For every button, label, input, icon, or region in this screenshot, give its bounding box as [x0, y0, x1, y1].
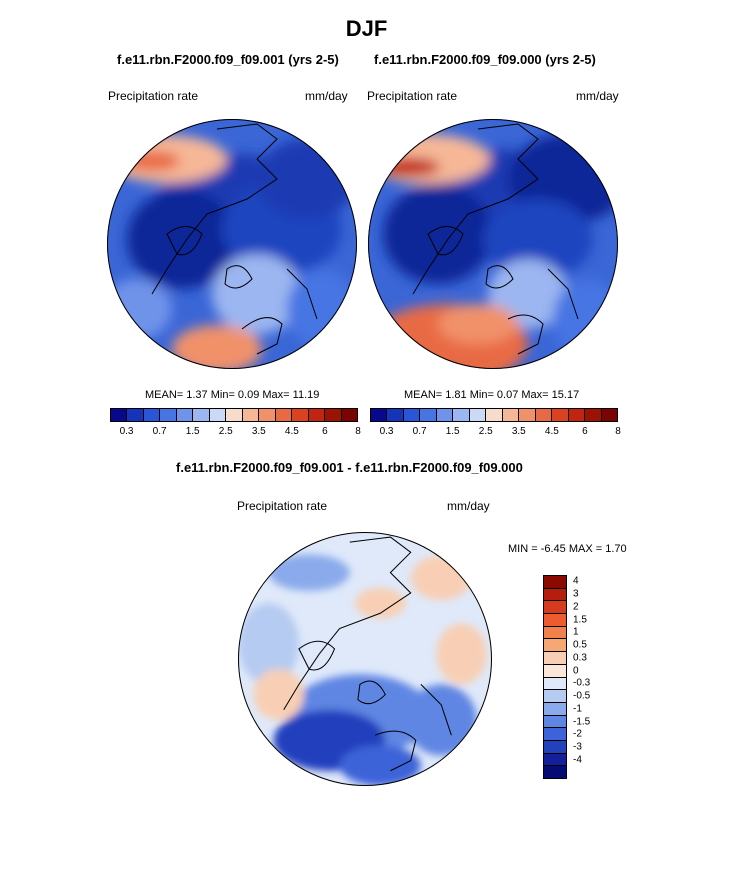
diff-colorbar	[543, 575, 567, 779]
panel1-colorbar-cell	[209, 409, 227, 421]
panel2-units-label: mm/day	[576, 89, 619, 103]
diff-colorbar-tick: 0	[573, 665, 579, 677]
panel1-colorbar-cell	[275, 409, 293, 421]
panel2-colorbar-cell	[519, 409, 536, 421]
panel2-colorbar-cell	[552, 409, 569, 421]
panel2-colorbar-tick: 3.5	[511, 426, 526, 437]
panel2-map	[368, 119, 618, 369]
panel2-colorbar-cell	[436, 409, 454, 421]
diff-colorbar-tick: 1.5	[573, 614, 587, 626]
panel1-colorbar-cell	[341, 409, 358, 421]
panel1-colorbar-tick: 2.5	[218, 426, 233, 437]
panel1-colorbar-cell	[160, 409, 177, 421]
diff-colorbar-tick: 2	[573, 601, 579, 613]
panel1-colorbar-cell	[242, 409, 260, 421]
panel2-colorbar-cell	[420, 409, 437, 421]
panel1-colorbar-tick: 8	[355, 426, 361, 437]
panel2-colorbar-tick: 0.3	[379, 426, 394, 437]
diff-units-label: mm/day	[447, 499, 490, 513]
diff-colorbar-tick: -0.3	[573, 677, 591, 689]
panel2-colorbar-cell	[403, 409, 421, 421]
panel2-colorbar-tick: 8	[615, 426, 621, 437]
diff-colorbar-cell	[544, 626, 566, 640]
panel1-colorbar-cell	[226, 409, 243, 421]
panel2-colorbar-cell	[568, 409, 586, 421]
panel2-colorbar-cell	[371, 409, 388, 421]
diff-stats: MIN = -6.45 MAX = 1.70	[508, 543, 627, 555]
panel1-colorbar-tick: 3.5	[251, 426, 266, 437]
diff-colorbar-ticks: 4 3 2 1.5 1 0.5 0.3 0 -0.3 -0.5 -1 -1.5 -2 -3 -4	[573, 575, 613, 779]
panel2-variable-label: Precipitation rate	[367, 89, 458, 103]
panel1-colorbar-cell	[292, 409, 309, 421]
diff-colorbar-tick: -1	[573, 703, 582, 715]
panel1-colorbar-cell	[143, 409, 161, 421]
panel1-colorbar-tick: 6	[322, 426, 328, 437]
panel1-title: f.e11.rbn.F2000.f09_f09.001 (yrs 2-5)	[117, 52, 339, 67]
diff-colorbar-cell	[544, 728, 566, 741]
diff-colorbar-tick: -3	[573, 741, 582, 753]
diff-colorbar-cell	[544, 639, 566, 653]
panel1-colorbar-cell	[259, 409, 276, 421]
panel2-colorbar-cell	[502, 409, 520, 421]
diff-colorbar-cell	[544, 753, 566, 767]
panel2-colorbar-tick: 6	[582, 426, 588, 437]
panel2-title: f.e11.rbn.F2000.f09_f09.000 (yrs 2-5)	[374, 52, 596, 67]
panel1-colorbar-tick: 4.5	[284, 426, 299, 437]
diff-colorbar-cell	[544, 652, 566, 665]
diff-title: f.e11.rbn.F2000.f09_f09.001 - f.e11.rbn.…	[176, 460, 523, 475]
diff-colorbar-tick: -0.5	[573, 690, 591, 702]
diff-colorbar-tick: 0.3	[573, 652, 587, 664]
diff-colorbar-cell	[544, 677, 566, 691]
main-title: DJF	[345, 16, 388, 41]
panel1-colorbar: 0.3 0.7 1.5 2.5 3.5 4.5 6 8	[110, 408, 361, 440]
panel2-colorbar-cell	[469, 409, 487, 421]
diff-colorbar-cell	[544, 690, 566, 703]
diff-colorbar-tick: 4	[573, 575, 579, 587]
diff-colorbar-cell	[544, 614, 566, 627]
panel1-stats: MEAN= 1.37 Min= 0.09 Max= 11.19	[145, 389, 320, 401]
diff-colorbar-cell	[544, 576, 566, 589]
diff-colorbar-cell	[544, 702, 566, 716]
diff-map	[238, 532, 492, 786]
panel2-colorbar-tick: 4.5	[544, 426, 559, 437]
panel2-colorbar-cell	[535, 409, 553, 421]
panel1-colorbar-cell	[176, 409, 194, 421]
panel1-map	[107, 119, 357, 369]
diff-colorbar-cell	[544, 588, 566, 602]
panel1-colorbar-cell	[308, 409, 326, 421]
diff-colorbar-cell	[544, 740, 566, 754]
panel1-colorbar-cell	[193, 409, 210, 421]
panel2-colorbar-cell	[585, 409, 602, 421]
panel1-colorbar-tick: 1.5	[185, 426, 200, 437]
panel1-colorbar-cell	[111, 409, 128, 421]
diff-colorbar-tick: -4	[573, 754, 582, 766]
diff-colorbar-cell	[544, 601, 566, 615]
diff-variable-label: Precipitation rate	[237, 499, 328, 513]
panel2-colorbar-cell	[486, 409, 503, 421]
diff-colorbar-cell	[544, 715, 566, 729]
diff-colorbar-tick: 0.5	[573, 639, 587, 651]
panel1-colorbar-tick: 0.3	[119, 426, 134, 437]
panel1-colorbar-tick: 0.7	[152, 426, 167, 437]
panel1-units-label: mm/day	[305, 89, 348, 103]
diff-colorbar-tick: -1.5	[573, 716, 591, 728]
panel2-colorbar: 0.3 0.7 1.5 2.5 3.5 4.5 6 8	[370, 408, 621, 440]
diff-colorbar-cell	[544, 766, 566, 778]
panel2-colorbar-cell	[453, 409, 470, 421]
panel1-variable-label: Precipitation rate	[108, 89, 199, 103]
panel2-colorbar-tick: 1.5	[445, 426, 460, 437]
panel2-colorbar-tick: 0.7	[412, 426, 427, 437]
panel1-colorbar-cell	[127, 409, 144, 421]
panel2-colorbar-cell	[387, 409, 404, 421]
panel2-stats: MEAN= 1.81 Min= 0.07 Max= 15.17	[404, 389, 580, 401]
panel2-colorbar-cell	[601, 409, 618, 421]
diff-colorbar-tick: 1	[573, 626, 579, 638]
panel1-colorbar-cell	[325, 409, 342, 421]
diff-colorbar-tick: -2	[573, 728, 582, 740]
diff-colorbar-cell	[544, 664, 566, 678]
panel2-colorbar-tick: 2.5	[478, 426, 493, 437]
diff-colorbar-tick: 3	[573, 588, 579, 600]
